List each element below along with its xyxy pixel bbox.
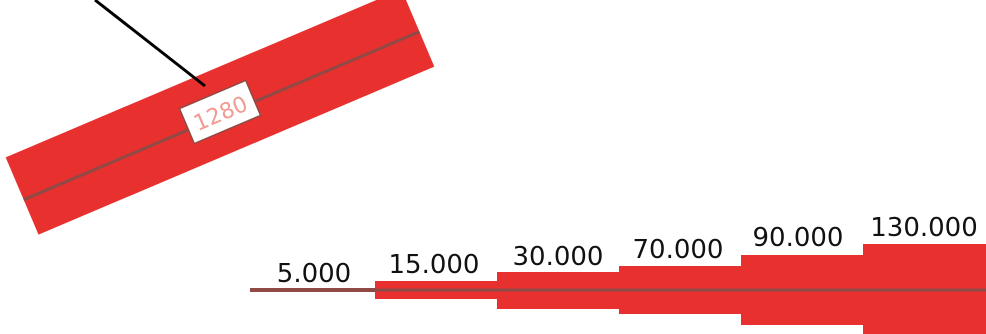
legend-step-label: 30.000 xyxy=(513,242,604,272)
legend-step: 90.000 xyxy=(741,223,864,325)
legend-step: 5.000 xyxy=(277,259,351,289)
route-segment[interactable]: 1280 xyxy=(5,0,435,235)
legend-step-label: 90.000 xyxy=(753,223,844,253)
legend-step-label: 70.000 xyxy=(633,235,724,265)
leader-line xyxy=(94,0,206,88)
segment-label: 1280 xyxy=(178,79,262,145)
legend-step: 70.000 xyxy=(619,235,742,314)
segment-label-box xyxy=(178,79,262,145)
legend-step-label: 130.000 xyxy=(870,213,978,243)
legend-step-label: 15.000 xyxy=(389,250,480,280)
legend-step: 30.000 xyxy=(497,242,620,309)
legend-step: 15.000 xyxy=(375,250,498,299)
legend-step-label: 5.000 xyxy=(277,259,351,289)
legend-step: 130.000 xyxy=(863,213,986,334)
flow-legend: 5.000 15.000 30.000 70.000 90.000 130.00… xyxy=(250,213,986,334)
